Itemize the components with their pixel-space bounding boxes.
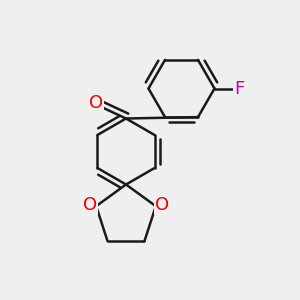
Text: O: O xyxy=(155,196,170,214)
Text: O: O xyxy=(82,196,97,214)
Text: F: F xyxy=(234,80,244,98)
Text: O: O xyxy=(89,94,103,112)
